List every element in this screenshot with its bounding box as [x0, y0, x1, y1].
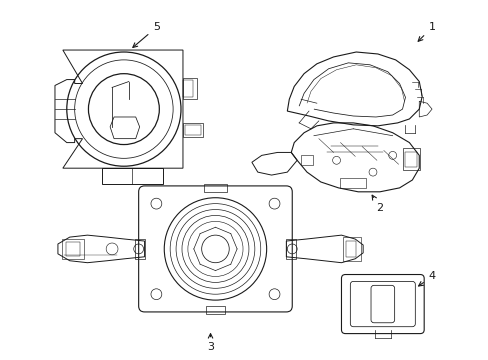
Bar: [286, 239, 296, 259]
Text: 2: 2: [371, 195, 383, 212]
Bar: [183, 80, 192, 97]
Bar: [183, 78, 196, 99]
Text: 1: 1: [417, 22, 435, 41]
Text: 4: 4: [418, 271, 435, 286]
Bar: [340, 178, 366, 188]
Bar: [343, 237, 361, 261]
Bar: [203, 184, 227, 192]
Bar: [402, 148, 419, 170]
Bar: [405, 152, 416, 167]
Bar: [62, 239, 83, 259]
Bar: [184, 125, 200, 135]
Bar: [66, 242, 80, 256]
Bar: [301, 156, 312, 165]
Bar: [205, 306, 225, 314]
Bar: [135, 239, 144, 259]
Text: 3: 3: [206, 334, 214, 352]
Bar: [346, 241, 356, 257]
Bar: [183, 123, 202, 137]
Text: 5: 5: [133, 22, 160, 48]
